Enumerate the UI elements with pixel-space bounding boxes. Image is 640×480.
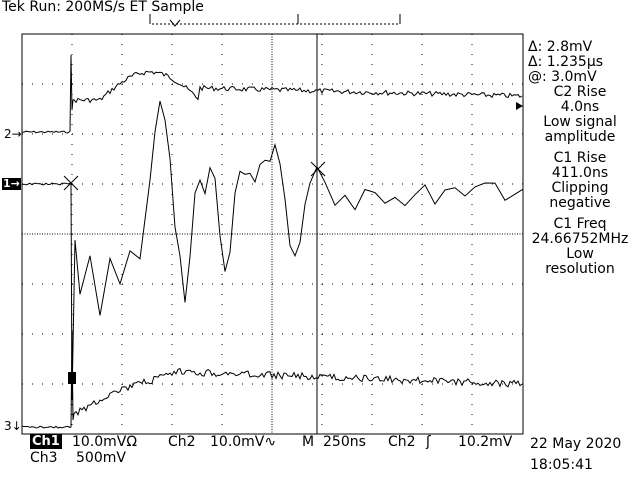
measurement-3-note: Low <box>566 246 594 262</box>
channel-1-tag[interactable]: Ch1 <box>30 434 62 449</box>
cursor-x-marker-1 <box>63 175 79 191</box>
channel-2-trace <box>21 54 523 134</box>
measurement-2-note: Clipping <box>551 180 609 196</box>
channel-2-marker[interactable]: 2→ <box>4 127 22 141</box>
measurement-2-title: C1 Rise <box>553 150 607 166</box>
channel-3-marker[interactable]: 3↓ <box>4 419 22 433</box>
channel-3-label: Ch3 <box>30 450 58 466</box>
time-display: 18:05:41 <box>530 457 593 473</box>
measurement-2-note2: negative <box>549 195 611 211</box>
channel-1-marker[interactable]: 1→ <box>2 177 21 190</box>
measurement-1-value: 4.0ns <box>560 99 600 115</box>
channel-2-label: Ch2 <box>168 434 196 450</box>
channel-1-scale: 10.0mVΩ <box>72 434 138 450</box>
channel-1-trace <box>21 100 524 401</box>
channel-3-trace <box>21 329 523 429</box>
channel-3-ground-marker <box>68 372 76 384</box>
acquisition-status: Tek Run: 200MS/s ET Sample <box>2 0 204 15</box>
channel-3-scale: 500mV <box>76 450 126 466</box>
scale-status-bar: Ch1 10.0mVΩ Ch2 10.0mV∿ M 250ns Ch2 ʃ 10… <box>0 433 640 480</box>
measurement-2-value: 411.0ns <box>551 165 609 181</box>
trigger-level: 10.2mV <box>458 434 513 450</box>
measurement-1-note2: amplitude <box>544 129 616 145</box>
measurement-1-title: C2 Rise <box>553 84 607 100</box>
date-display: 22 May 2020 <box>530 436 622 452</box>
graticule-center-axes <box>22 34 523 434</box>
cursor-delta-v: Δ: 2.8mV <box>528 39 593 55</box>
measurement-3-value: 24.66752MHz <box>531 231 629 247</box>
trigger-slope-icon: ʃ <box>426 434 431 450</box>
channel-2-scale: 10.0mV∿ <box>210 434 277 450</box>
cursor-at-value: @: 3.0mV <box>528 69 597 85</box>
timebase-label: M <box>302 434 315 450</box>
cursor-delta-t: Δ: 1.235µs <box>528 54 604 70</box>
trigger-channel: Ch2 <box>388 434 416 450</box>
trigger-position-bracket <box>149 14 401 27</box>
measurement-3-title: C1 Freq <box>553 216 607 232</box>
measurement-panel: Δ: 2.8mV Δ: 1.235µs @: 3.0mV C2 Rise 4.0… <box>522 40 638 277</box>
measurement-1-note: Low signal <box>543 114 617 130</box>
trigger-level-marker <box>516 102 523 110</box>
measurement-3-note2: resolution <box>545 261 615 277</box>
timebase-value: 250ns <box>323 434 366 450</box>
